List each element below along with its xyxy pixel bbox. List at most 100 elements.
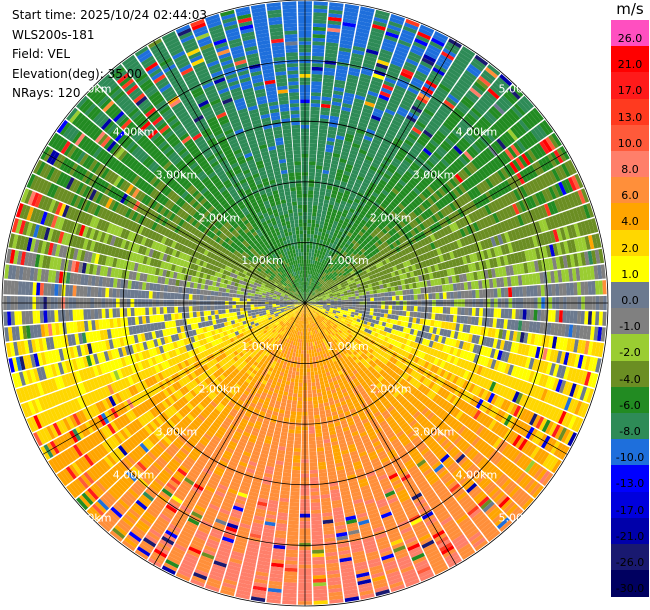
velocity-gate (372, 229, 379, 236)
velocity-gate (323, 78, 334, 83)
velocity-gate (555, 310, 560, 323)
nrays-label: NRays: 120 (12, 86, 81, 100)
velocity-gate (362, 62, 375, 70)
velocity-gate (351, 293, 356, 297)
velocity-gate (385, 206, 393, 214)
velocity-gate (426, 47, 440, 57)
velocity-gate (312, 360, 317, 365)
velocity-gate (319, 121, 329, 127)
velocity-gate (352, 304, 356, 307)
velocity-gate (307, 404, 313, 409)
velocity-gate (331, 104, 341, 110)
instrument-label: WLS200s-181 (12, 27, 95, 42)
velocity-gate (341, 177, 349, 183)
velocity-gate (311, 92, 321, 97)
velocity-gate (494, 79, 508, 92)
velocity-gate (402, 197, 411, 206)
velocity-gate (470, 107, 483, 118)
velocity-gate (383, 38, 397, 46)
velocity-gate (312, 292, 316, 296)
velocity-gate (331, 160, 339, 165)
velocity-gate (393, 185, 402, 193)
velocity-gate (406, 289, 411, 295)
velocity-gate (362, 225, 369, 231)
velocity-gate (496, 76, 510, 89)
velocity-gate (327, 276, 332, 281)
velocity-gate (385, 132, 395, 140)
velocity-gate (309, 294, 313, 298)
velocity-gate (379, 145, 388, 153)
velocity-gate (328, 9, 343, 15)
velocity-gate (319, 270, 323, 275)
velocity-gate (424, 306, 429, 313)
velocity-gate (314, 289, 318, 293)
velocity-gate (451, 61, 465, 72)
velocity-gate (404, 170, 414, 179)
velocity-gate (357, 245, 363, 251)
velocity-gate (402, 295, 407, 301)
velocity-gate (398, 310, 403, 316)
velocity-gate (305, 270, 308, 274)
velocity-gate (391, 56, 405, 65)
velocity-gate (322, 272, 326, 276)
velocity-gate (316, 285, 320, 290)
velocity-gate (413, 73, 426, 83)
velocity-gate (449, 132, 460, 142)
velocity-gate (427, 44, 442, 54)
velocity-gate (401, 68, 414, 77)
velocity-gate (346, 129, 356, 136)
velocity-gate (315, 264, 319, 269)
velocity-gate (317, 231, 322, 236)
velocity-gate (400, 162, 409, 170)
velocity-gate (373, 305, 378, 309)
velocity-gate (310, 121, 319, 126)
velocity-gate (313, 234, 318, 239)
velocity-gate (310, 110, 320, 115)
velocity-gate (334, 300, 338, 303)
velocity-gate (347, 231, 353, 237)
velocity-gate (544, 284, 549, 297)
velocity-gate (416, 67, 430, 76)
velocity-gate (361, 165, 369, 172)
velocity-gate (335, 214, 341, 219)
velocity-gate (312, 396, 318, 401)
velocity-gate (427, 313, 432, 320)
velocity-gate (344, 299, 349, 302)
velocity-gate (459, 49, 474, 60)
velocity-gate (306, 292, 309, 296)
velocity-gate (384, 34, 398, 43)
velocity-gate (325, 42, 339, 47)
velocity-gate (341, 25, 356, 32)
velocity-gate (326, 31, 340, 37)
velocity-gate (328, 204, 334, 209)
velocity-gate (314, 183, 321, 188)
velocity-gate (318, 198, 324, 203)
velocity-gate (336, 131, 346, 137)
velocity-gate (376, 217, 383, 224)
velocity-gate (306, 233, 311, 238)
velocity-gate (315, 168, 323, 174)
velocity-gate (337, 247, 342, 252)
velocity-gate (367, 124, 377, 132)
velocity-gate (345, 133, 355, 139)
velocity-gate (384, 77, 397, 85)
velocity-gate (411, 176, 420, 184)
velocity-gate (372, 315, 377, 320)
velocity-gate (315, 425, 322, 430)
velocity-gate (391, 187, 400, 195)
velocity-gate (380, 288, 385, 293)
velocity-gate (330, 247, 335, 252)
velocity-gate (305, 284, 307, 289)
velocity-gate (369, 165, 378, 172)
velocity-gate (305, 299, 307, 303)
velocity-gate (314, 227, 319, 232)
velocity-gate (362, 216, 369, 223)
velocity-gate (508, 287, 513, 298)
velocity-gate (357, 152, 366, 159)
velocity-gate (358, 188, 366, 195)
velocity-gate (372, 138, 382, 146)
velocity-gate (329, 197, 336, 202)
velocity-gate (427, 123, 438, 133)
velocity-gate (310, 364, 314, 369)
velocity-gate (335, 135, 345, 141)
